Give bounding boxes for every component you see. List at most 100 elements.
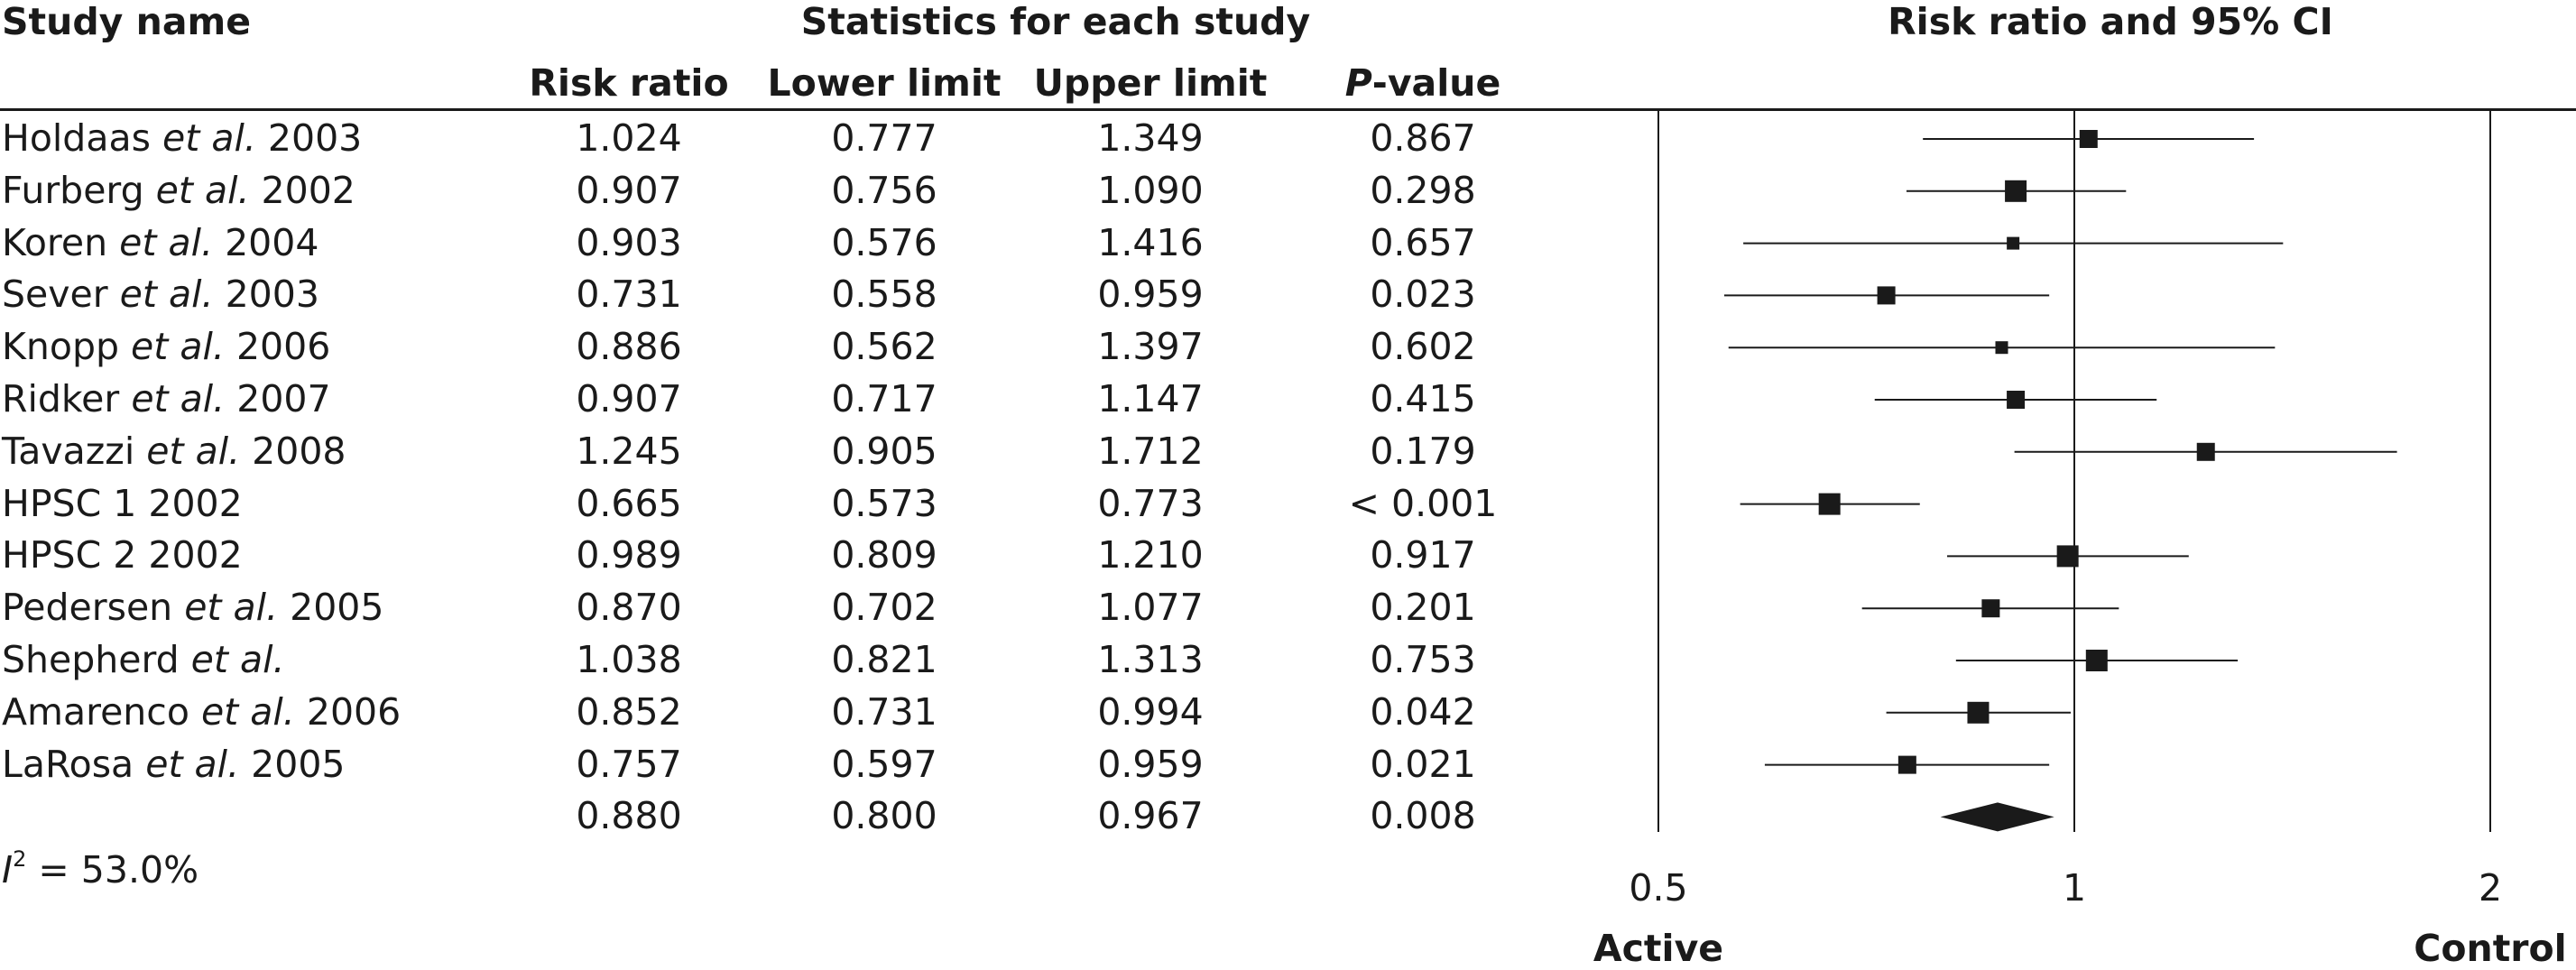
study-name-main: Amarenco: [2, 689, 189, 734]
upper-limit-value: 0.994: [1097, 689, 1204, 734]
upper-limit-value: 1.210: [1097, 533, 1204, 577]
upper-limit-value: 1.147: [1097, 377, 1204, 420]
study-name-etal: et al.: [119, 377, 226, 420]
study-year: 2003: [255, 116, 363, 160]
i-squared-sup: 2: [13, 846, 27, 872]
point-estimate: [2085, 650, 2108, 671]
study-name: Koren et al. 2004: [2, 224, 319, 262]
summary-upper-limit: 0.967: [1097, 794, 1204, 838]
study-name-main: Tavazzi: [2, 429, 135, 473]
upper-limit-value: 1.077: [1097, 586, 1204, 630]
point-estimate: [1818, 493, 1841, 515]
risk-ratio-value: 0.852: [576, 689, 682, 734]
p-value: 0.201: [1370, 586, 1476, 630]
study-name-main: Holdaas: [2, 116, 151, 160]
study-name-etal: et al.: [143, 168, 250, 212]
p-value: 0.298: [1370, 168, 1476, 212]
study-name-etal: et al.: [134, 742, 240, 786]
lower-limit-value: 0.777: [831, 116, 937, 160]
study-name: Knopp et al. 2006: [2, 328, 330, 365]
study-name-main: HPSC 2 2002: [2, 533, 243, 577]
p-value: 0.753: [1370, 638, 1476, 681]
point-estimate: [2007, 236, 2020, 250]
point-estimate: [2196, 442, 2215, 461]
study-year: 2003: [213, 273, 319, 317]
lower-limit-value: 0.597: [831, 742, 937, 786]
lower-limit-header: Lower limit: [767, 61, 1002, 105]
study-name-etal: et al.: [189, 689, 295, 734]
i-squared-italic: I: [2, 848, 14, 891]
study-name-main: LaRosa: [2, 742, 134, 786]
heterogeneity-text: = 53.0%: [26, 848, 199, 891]
lower-limit-value: 0.821: [831, 638, 937, 681]
study-name: Tavazzi et al. 2008: [2, 429, 346, 473]
study-name: Shepherd et al.: [2, 642, 285, 679]
statistics-header: Statistics for each study: [800, 0, 1311, 43]
lower-limit-value: 0.573: [831, 481, 937, 525]
study-name-etal: et al.: [179, 638, 285, 681]
study-name-header: Study name: [2, 0, 252, 43]
risk-ratio-value: 0.989: [576, 533, 682, 577]
point-estimate: [1877, 286, 1896, 305]
point-estimate: [2079, 130, 2098, 148]
risk-ratio-value: 1.038: [576, 638, 682, 681]
risk-ratio-value: 0.731: [576, 273, 682, 317]
summary-diamond: [1940, 802, 2054, 832]
point-estimate: [1967, 701, 1990, 724]
study-year: 2007: [225, 377, 331, 420]
study-name-etal: et al.: [107, 273, 214, 317]
study-name: Furberg et al. 2002: [2, 168, 355, 212]
summary-p-value: 0.008: [1370, 794, 1476, 838]
p-value: 0.021: [1370, 742, 1476, 786]
summary-risk-ratio: 0.880: [576, 794, 682, 838]
plot-title: Risk ratio and 95% CI: [1888, 0, 2333, 43]
risk-ratio-value: 0.907: [576, 377, 682, 420]
lower-limit-value: 0.702: [831, 586, 937, 630]
risk-ratio-value: 0.870: [576, 586, 682, 630]
study-name: HPSC 1 2002: [2, 485, 243, 522]
study-year: 2005: [278, 586, 384, 630]
study-name-main: HPSC 1 2002: [2, 481, 243, 525]
risk-ratio-value: 0.903: [576, 220, 682, 264]
p-value-header-rest: -value: [1371, 61, 1501, 105]
study-year: 2005: [239, 742, 346, 786]
study-year: 2006: [294, 689, 402, 734]
point-estimate: [2007, 391, 2026, 409]
upper-limit-value: 1.416: [1097, 220, 1204, 264]
lower-limit-value: 0.562: [831, 325, 937, 369]
risk-ratio-value: 0.907: [576, 168, 682, 212]
control-label: Control: [2414, 927, 2567, 970]
upper-limit-value: 1.313: [1097, 638, 1204, 681]
p-value-header-italic: P: [1344, 61, 1372, 105]
study-name-etal: et al.: [119, 325, 225, 369]
study-name-etal: et al.: [172, 586, 279, 630]
point-estimate: [2005, 180, 2027, 202]
p-value: 0.415: [1370, 377, 1476, 420]
p-value: 0.867: [1370, 116, 1476, 160]
study-name-main: Furberg: [2, 168, 144, 212]
risk-ratio-value: 1.024: [576, 116, 682, 160]
lower-limit-value: 0.756: [831, 168, 937, 212]
upper-limit-header: Upper limit: [1033, 61, 1268, 105]
risk-ratio-header: Risk ratio: [529, 61, 729, 105]
upper-limit-value: 0.773: [1097, 481, 1204, 525]
study-name-main: Shepherd: [2, 638, 180, 681]
risk-ratio-value: 0.757: [576, 742, 682, 786]
point-estimate: [1897, 755, 1916, 774]
study-name: Holdaas et al. 2003: [2, 120, 362, 157]
study-year: 2006: [224, 325, 331, 369]
x-tick-label: 2: [2479, 866, 2502, 910]
p-value: 0.602: [1370, 325, 1476, 369]
lower-limit-value: 0.731: [831, 689, 937, 734]
p-value-header: P-value: [1345, 65, 1501, 102]
study-name-main: Knopp: [2, 325, 120, 369]
upper-limit-value: 1.712: [1097, 429, 1204, 473]
p-value: 0.179: [1370, 429, 1476, 473]
study-name: Amarenco et al. 2006: [2, 693, 401, 731]
p-value: 0.023: [1370, 273, 1476, 317]
study-name: Sever et al. 2003: [2, 276, 319, 313]
x-tick-label: 1: [2063, 866, 2086, 910]
p-value: 0.042: [1370, 689, 1476, 734]
upper-limit-value: 0.959: [1097, 742, 1204, 786]
